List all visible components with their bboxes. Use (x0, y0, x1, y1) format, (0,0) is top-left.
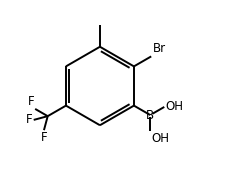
Text: F: F (26, 113, 33, 126)
Text: OH: OH (151, 132, 169, 145)
Text: Br: Br (153, 42, 166, 55)
Text: B: B (146, 109, 154, 122)
Text: OH: OH (165, 100, 183, 113)
Text: F: F (28, 95, 34, 108)
Text: F: F (41, 131, 48, 144)
